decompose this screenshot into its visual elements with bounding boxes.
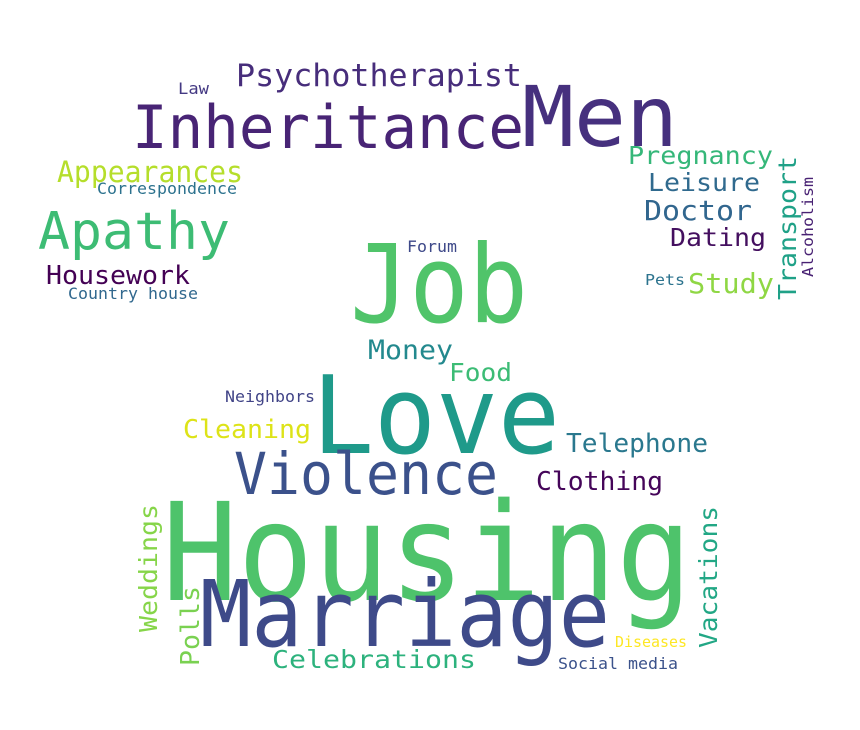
word-correspondence: Correspondence [97, 179, 237, 198]
word-love: Love [312, 354, 560, 479]
word-men: Men [522, 68, 678, 166]
word-dating: Dating [670, 223, 766, 252]
word-celebrations: Celebrations [272, 645, 476, 674]
word-cleaning: Cleaning [183, 415, 311, 445]
word-inheritance: Inheritance [132, 93, 524, 163]
word-psychotherapist: Psychotherapist [236, 58, 522, 94]
word-leisure: Leisure [648, 168, 760, 197]
word-marriage: Marriage [200, 561, 610, 668]
word-housework: Housework [46, 261, 190, 291]
word-weddings: Weddings [134, 504, 163, 632]
word-vacations: Vacations [694, 506, 723, 648]
word-alcoholism: Alcoholism [799, 177, 817, 277]
word-forum: Forum [407, 237, 457, 256]
word-pregnancy: Pregnancy [628, 141, 773, 170]
word-appearances: Appearances [57, 155, 243, 189]
word-food: Food [449, 358, 512, 387]
word-law: Law [178, 79, 209, 98]
word-transport: Transport [773, 156, 802, 300]
word-pets: Pets [645, 271, 685, 289]
word-study: Study [688, 267, 774, 300]
word-country-house: Country house [68, 284, 198, 303]
word-violence: Violence [234, 440, 498, 508]
word-social-media: Social media [558, 654, 678, 673]
word-polls: Polls [176, 586, 206, 666]
word-diseases: Diseases [615, 633, 687, 651]
word-telephone: Telephone [566, 429, 708, 459]
word-doctor: Doctor [644, 194, 752, 227]
word-money: Money [368, 335, 453, 366]
word-apathy: Apathy [38, 202, 230, 262]
word-job: Job [350, 223, 528, 348]
word-neighbors: Neighbors [225, 387, 315, 406]
word-housing: Housing [162, 475, 692, 633]
word-clothing: Clothing [536, 467, 663, 497]
